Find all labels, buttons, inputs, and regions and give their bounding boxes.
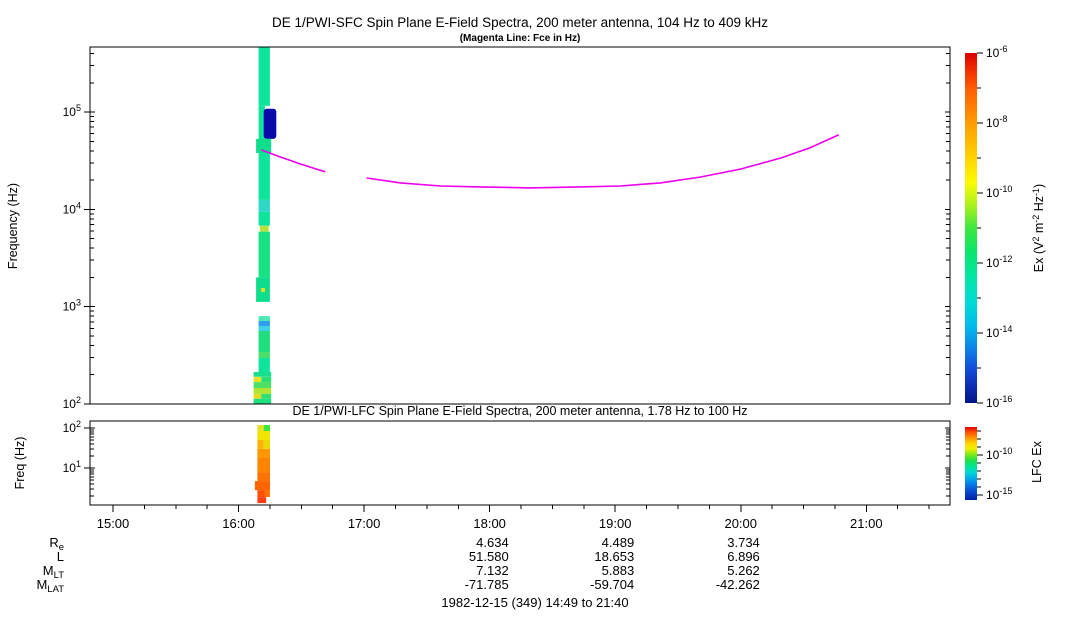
lfc-panel-title: DE 1/PWI-LFC Spin Plane E-Field Spectra,… — [292, 404, 747, 418]
time-tick-label: 20:00 — [724, 516, 757, 531]
time-tick-label: 16:00 — [222, 516, 255, 531]
spectrogram-block — [258, 316, 270, 321]
ephemeris-row-label-mlat: MLAT — [36, 577, 64, 595]
ephemeris-value: 6.896 — [727, 549, 760, 564]
ephemeris-value: 4.489 — [602, 535, 635, 550]
spectrogram-block — [258, 152, 270, 200]
sfc-colorbar — [965, 53, 977, 403]
spectrogram-block — [253, 382, 272, 388]
freq-tick-label: 105 — [63, 103, 81, 119]
time-tick-label: 15:00 — [97, 516, 130, 531]
colorbar-tick-label: 10-12 — [986, 254, 1012, 270]
spectrogram-block — [253, 376, 262, 383]
time-tick-label: 18:00 — [473, 516, 506, 531]
spectrogram-block — [261, 287, 265, 292]
fce-magenta-line-group — [260, 134, 840, 189]
spectrogram-block — [263, 425, 270, 432]
colorbar-tick-label: 10-8 — [986, 114, 1007, 130]
spectrogram-block — [258, 231, 270, 278]
sfc-colorbar-label: Ex (V2 m-2 Hz-1) — [1031, 184, 1046, 272]
lfc-spectrogram — [254, 425, 270, 504]
colorbar-tick-label: 10-16 — [986, 394, 1012, 410]
spectrogram-block — [258, 331, 270, 352]
sfc-panel-subtitle: (Magenta Line: Fce in Hz) — [460, 33, 581, 44]
spectrogram-block — [264, 490, 270, 497]
spectrogram-block — [253, 393, 262, 399]
ephemeris-value: -42.262 — [716, 577, 760, 592]
lfc-colorbar — [965, 427, 977, 500]
spectrogram-block — [258, 47, 270, 106]
ephemeris-value: 5.883 — [602, 563, 635, 578]
colorbar-tick-label: 10-14 — [986, 324, 1012, 340]
spectrogram-block — [258, 358, 270, 373]
spectrogram-block — [257, 458, 270, 473]
lfc-colorbar-ticks: 10-10 10-15 — [977, 430, 1012, 502]
spectrogram-block — [257, 431, 270, 440]
spectrogram-block — [258, 321, 270, 326]
ephemeris-row-label-l: L — [57, 549, 64, 564]
spectrogram-block — [263, 440, 270, 449]
freq-tick-label: 104 — [63, 200, 81, 216]
spectrogram-block — [258, 199, 270, 212]
ephemeris-row-label-mlt: MLT — [43, 563, 64, 581]
ephemeris-value: -59.704 — [590, 577, 634, 592]
ephemeris-value: 4.634 — [476, 535, 509, 550]
freq-tick-label: 102 — [63, 419, 81, 435]
time-tick-label: 21:00 — [850, 516, 883, 531]
lfc-y-axis-label: Freq (Hz) — [13, 437, 27, 490]
fce-line — [260, 149, 326, 173]
ephemeris-values: 4.634 4.489 3.734 51.580 18.653 6.896 7.132 5.8… — [465, 535, 760, 592]
ephemeris-row-label-re: Re — [49, 535, 64, 553]
spectrogram-block — [253, 372, 272, 377]
spectrogram-block — [258, 352, 270, 358]
date-range-footer: 1982-12-15 (349) 14:49 to 21:40 — [441, 595, 628, 610]
time-tick-label: 17:00 — [348, 516, 381, 531]
lfc-panel-frame — [89, 420, 951, 506]
spectrogram-block — [261, 393, 272, 399]
spectrogram-block — [257, 425, 264, 432]
sfc-y-axis-label: Frequency (Hz) — [6, 183, 20, 269]
ephemeris-value: 7.132 — [476, 563, 509, 578]
sfc-y-axis-ticks: 102 103 104 105 — [63, 52, 950, 411]
sfc-spectrogram — [253, 47, 277, 404]
colorbar-tick-label: 10-10 — [986, 446, 1012, 462]
spectrogram-block — [253, 388, 272, 394]
spectrogram-block — [257, 440, 264, 449]
ephemeris-value: 18.653 — [594, 549, 634, 564]
spectrogram-block — [258, 325, 270, 331]
spectrogram-block — [261, 376, 272, 383]
sfc-panel-frame — [89, 46, 951, 405]
sfc-panel-title: DE 1/PWI-SFC Spin Plane E-Field Spectra,… — [272, 15, 768, 30]
lfc-y-axis-ticks: 101 102 — [63, 419, 950, 497]
colorbar-tick-label: 10-6 — [986, 44, 1007, 60]
freq-tick-label: 103 — [63, 298, 81, 314]
time-axis-ticks: 15:00 16:00 17:00 18:00 19:00 20:00 21:00 — [97, 505, 930, 531]
spectrogram-block — [258, 212, 270, 226]
spectrogram-block — [256, 138, 272, 153]
spectrogram-block — [253, 398, 272, 404]
colorbar-tick-label: 10-15 — [986, 486, 1012, 502]
freq-tick-label: 102 — [63, 395, 81, 411]
freq-tick-label: 101 — [63, 459, 81, 475]
lfc-colorbar-label: LFC Ex — [1030, 440, 1044, 482]
spectrogram-block — [254, 481, 270, 491]
colorbar-tick-label: 10-10 — [986, 184, 1012, 200]
spectrogram-block — [259, 225, 269, 232]
ephemeris-value: -71.785 — [465, 577, 509, 592]
sfc-colorbar-ticks: 10-6 10-8 10-10 10-12 10-14 10-16 — [977, 44, 1012, 410]
ephemeris-value: 51.580 — [469, 549, 509, 564]
fce-line — [366, 134, 840, 189]
spectrogram-block — [257, 449, 270, 458]
spectrogram-block — [257, 472, 270, 482]
spectrogram-block — [263, 108, 277, 139]
spectrogram-block — [257, 490, 265, 497]
ephemeris-value: 3.734 — [727, 535, 760, 550]
spectrogram-block — [257, 497, 267, 504]
time-tick-label: 19:00 — [599, 516, 632, 531]
ephemeris-value: 5.262 — [727, 563, 760, 578]
spectrogram-block — [258, 105, 265, 140]
